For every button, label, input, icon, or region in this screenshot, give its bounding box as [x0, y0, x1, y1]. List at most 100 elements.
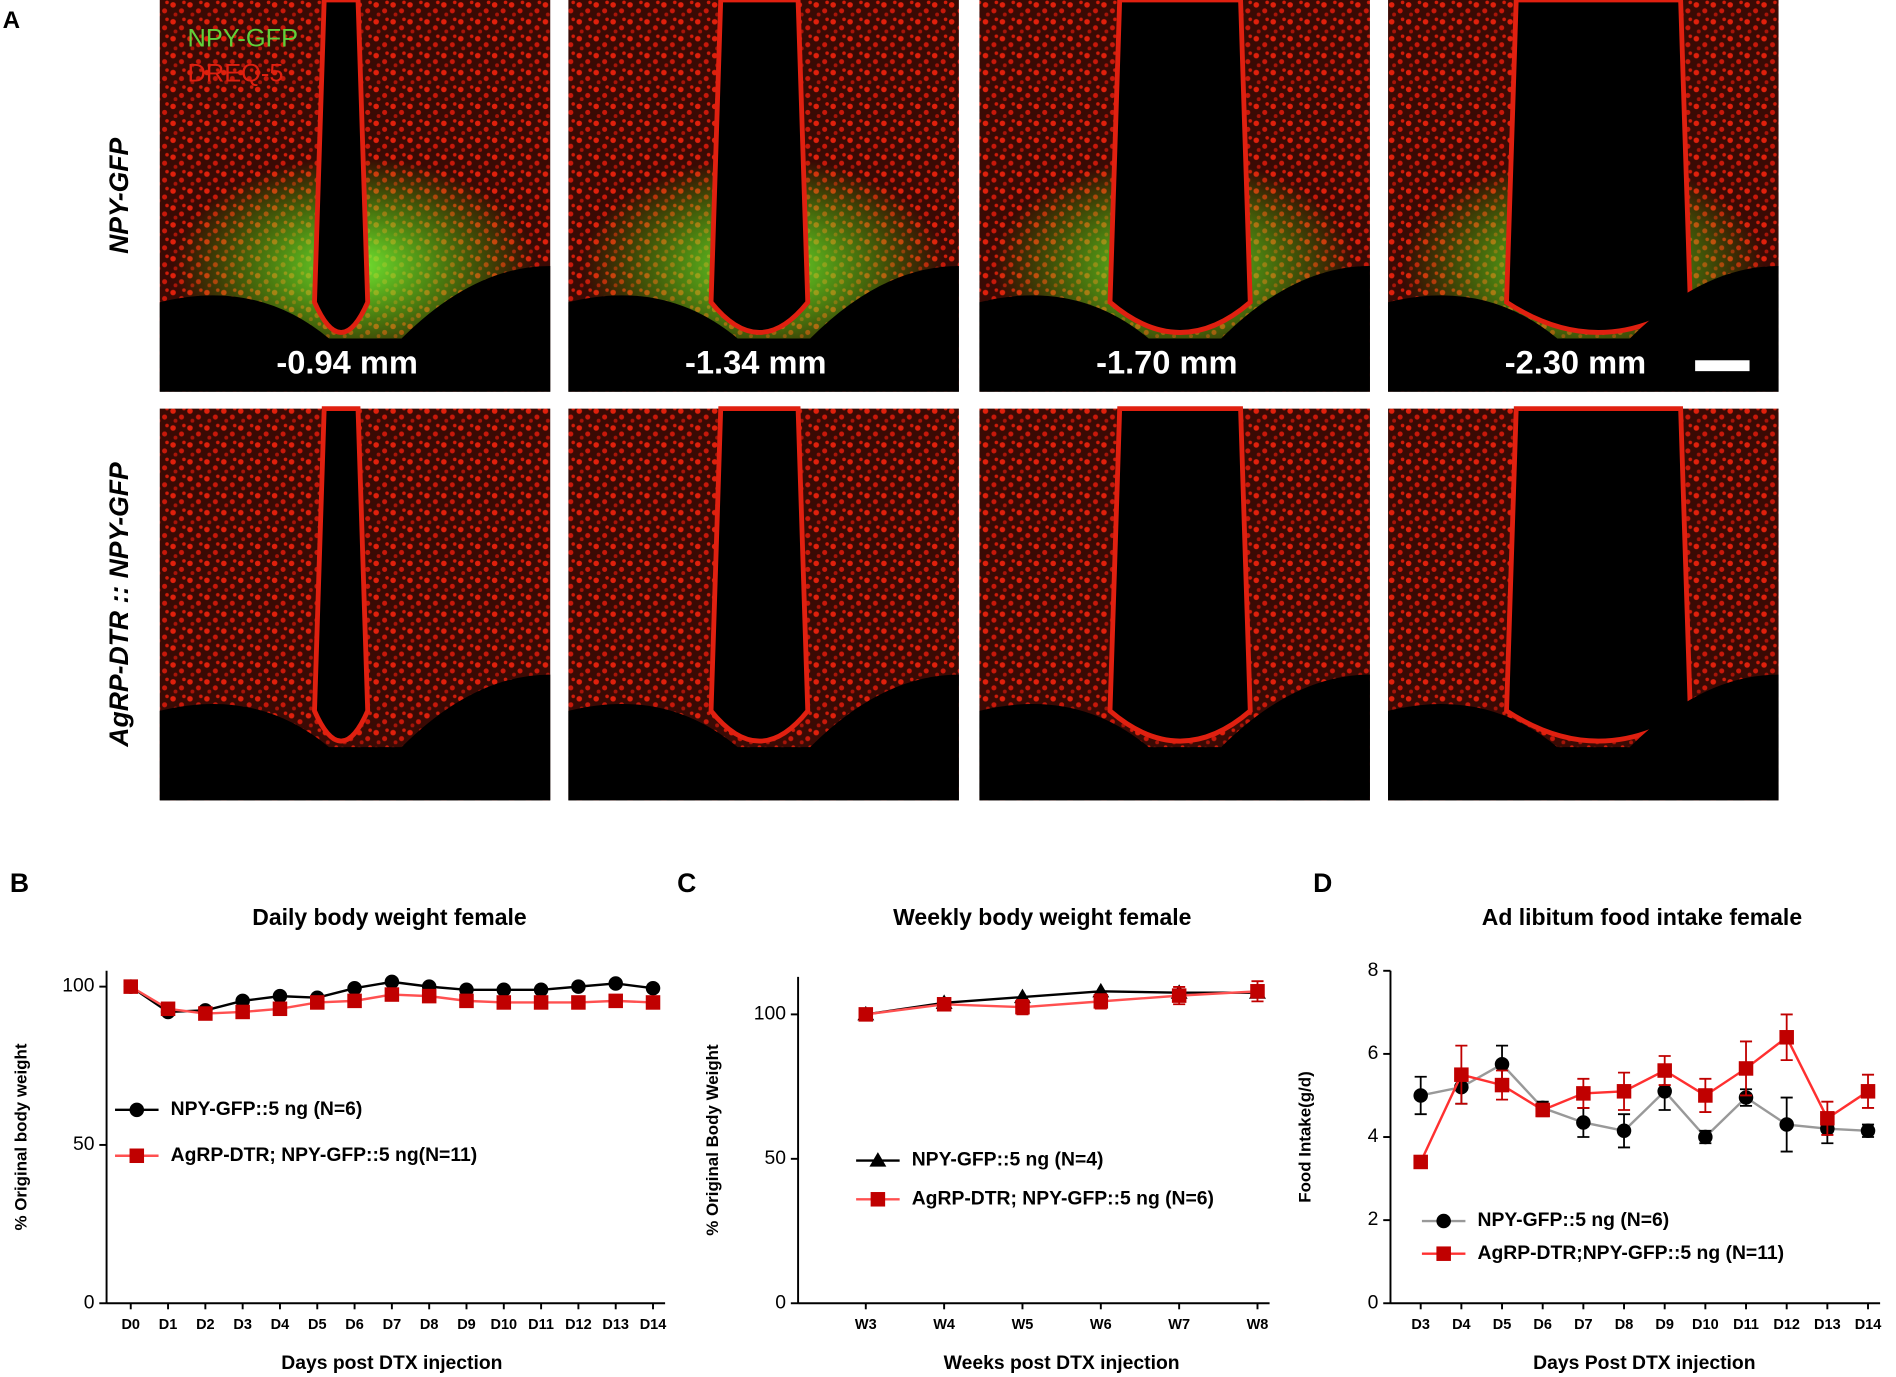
- tissue-edge: [979, 674, 1370, 801]
- panel-label: C: [677, 868, 696, 898]
- x-tick-label: W6: [1090, 1317, 1112, 1333]
- y-tick-label: 0: [1368, 1291, 1379, 1313]
- data-point: [645, 980, 661, 996]
- y-axis-label: Food Intake(g/d): [1295, 1071, 1314, 1202]
- stain-legend: DREQ-5: [188, 60, 284, 88]
- data-point: [496, 982, 512, 998]
- x-tick-label: D3: [1411, 1317, 1430, 1333]
- ventricle: [1107, 406, 1253, 744]
- x-tick-label: D14: [1855, 1317, 1882, 1333]
- ventricle: [312, 406, 371, 744]
- x-tick-label: W4: [933, 1317, 955, 1333]
- data-point: [1413, 1088, 1428, 1103]
- y-tick-label: 100: [62, 975, 94, 997]
- data-point: [1413, 1154, 1428, 1170]
- data-point: [571, 995, 586, 1010]
- data-point: [235, 1004, 250, 1020]
- legend-label: AgRP-DTR; NPY-GFP::5 ng(N=11): [171, 1144, 478, 1166]
- legend-label: AgRP-DTR; NPY-GFP::5 ng (N=6): [912, 1187, 1214, 1209]
- data-point: [1860, 1123, 1876, 1139]
- data-point: [1820, 1111, 1835, 1126]
- data-point: [1860, 1084, 1876, 1099]
- tissue-edge: [1388, 674, 1779, 801]
- x-tick-label: D12: [565, 1317, 592, 1333]
- x-tick-label: D8: [1615, 1317, 1634, 1333]
- x-tick-label: D7: [383, 1317, 402, 1333]
- data-point: [347, 980, 362, 996]
- section-position: -2.30 mm: [1505, 344, 1646, 381]
- data-point: [533, 982, 549, 998]
- y-tick-label: 6: [1368, 1042, 1379, 1064]
- tissue-edge: [979, 265, 1370, 392]
- y-tick-label: 8: [1368, 959, 1379, 981]
- legend-label: NPY-GFP::5 ng (N=4): [912, 1149, 1104, 1171]
- x-tick-label: D13: [1814, 1317, 1841, 1333]
- data-point: [870, 1192, 886, 1207]
- x-tick-label: D8: [420, 1317, 439, 1333]
- tissue-edge: [159, 265, 551, 392]
- data-point: [1576, 1086, 1591, 1101]
- x-tick-label: D5: [1493, 1317, 1512, 1333]
- y-tick-label: 4: [1368, 1125, 1379, 1147]
- x-tick-label: D7: [1574, 1317, 1593, 1333]
- data-point: [1250, 984, 1265, 999]
- ventricle: [708, 406, 811, 744]
- x-axis-label: Days post DTX injection: [281, 1352, 502, 1374]
- data-point: [608, 976, 623, 991]
- data-point: [198, 1006, 213, 1021]
- x-tick-label: D2: [196, 1317, 215, 1333]
- data-point: [1698, 1129, 1713, 1145]
- data-point: [1738, 1061, 1754, 1076]
- series-line: [865, 990, 1258, 1016]
- x-tick-label: D10: [490, 1317, 517, 1333]
- y-tick-label: 50: [765, 1147, 787, 1169]
- data-point: [1015, 999, 1030, 1015]
- data-point: [421, 988, 437, 1004]
- x-tick-label: D3: [233, 1317, 252, 1333]
- data-point: [459, 993, 474, 1009]
- data-point: [1093, 994, 1109, 1009]
- y-tick-label: 2: [1368, 1208, 1379, 1230]
- data-point: [459, 982, 474, 998]
- x-tick-label: D9: [1655, 1317, 1674, 1333]
- row-label: AgRP-DTR :: NPY-GFP: [104, 462, 134, 748]
- data-point: [858, 1007, 874, 1022]
- section-position: -1.70 mm: [1096, 344, 1237, 381]
- data-point: [1494, 1057, 1510, 1072]
- x-tick-label: D1: [159, 1317, 178, 1333]
- series-line: [1419, 1035, 1869, 1163]
- data-point: [1494, 1077, 1510, 1093]
- panel-label: B: [10, 868, 29, 898]
- data-point: [1616, 1123, 1632, 1139]
- section-position: -1.34 mm: [685, 344, 826, 381]
- ventricle: [1504, 0, 1693, 335]
- x-tick-label: D11: [1733, 1317, 1759, 1333]
- stain-legend: NPY-GFP: [188, 25, 298, 53]
- ventricle: [708, 0, 811, 335]
- x-tick-label: W8: [1247, 1317, 1269, 1333]
- x-tick-label: W5: [1012, 1317, 1034, 1333]
- ventricle: [1504, 406, 1693, 744]
- x-tick-label: D12: [1773, 1317, 1800, 1333]
- data-point: [1171, 988, 1187, 1003]
- data-point: [1738, 1090, 1754, 1105]
- y-axis-label: % Original Body Weight: [703, 1044, 722, 1236]
- data-point: [1657, 1084, 1672, 1099]
- x-tick-label: D14: [640, 1317, 667, 1333]
- data-point: [384, 974, 400, 990]
- legend-label: NPY-GFP::5 ng (N=6): [171, 1098, 363, 1120]
- chart-title: Ad libitum food intake female: [1482, 904, 1802, 930]
- data-point: [1436, 1213, 1451, 1229]
- tissue-edge: [1388, 265, 1779, 392]
- legend-label: AgRP-DTR;NPY-GFP::5 ng (N=11): [1478, 1242, 1785, 1264]
- x-tick-label: D10: [1692, 1317, 1719, 1333]
- x-tick-label: D11: [528, 1317, 554, 1333]
- ventricle: [312, 0, 371, 335]
- data-point: [571, 979, 586, 994]
- data-point: [272, 1001, 288, 1017]
- ventricle: [1107, 0, 1253, 335]
- data-point: [1657, 1063, 1672, 1078]
- data-point: [496, 995, 512, 1010]
- x-axis-label: Weeks post DTX injection: [944, 1352, 1180, 1374]
